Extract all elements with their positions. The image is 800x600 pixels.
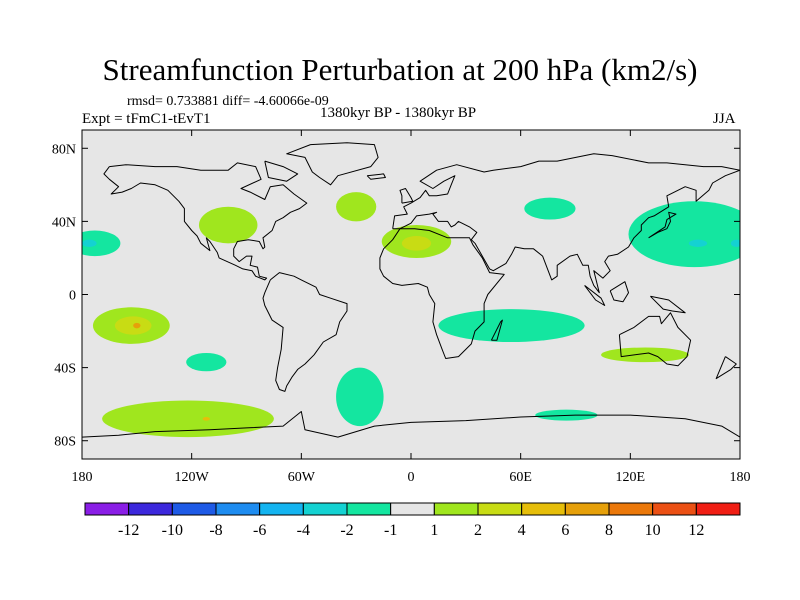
period-label: 1380kyr BP - 1380kyr BP [320, 105, 477, 121]
anomaly-south-atlantic-low [336, 367, 384, 427]
anomaly-indian-ocean-low [438, 309, 585, 343]
colorbar-bin [84, 502, 130, 516]
japan-coast [648, 211, 677, 239]
colorbar-label: -4 [297, 522, 310, 539]
anomaly-dateline-east-core [730, 239, 740, 247]
map-title: Streamfunction Perturbation at 200 hPa (… [102, 52, 698, 87]
anomaly-australia-high [601, 347, 689, 363]
x-tick-label: 60W [288, 470, 316, 485]
colorbar-bin [390, 502, 435, 516]
anomaly-east-asia-core [688, 239, 708, 247]
north-america-coast [103, 162, 308, 281]
colorbar-bin [128, 502, 173, 516]
anomaly-central-asia-low [524, 197, 576, 220]
australia-coast [618, 312, 692, 367]
colorbar-bin [652, 502, 697, 516]
colorbar-bin [215, 502, 261, 516]
antarctica-coast [82, 411, 740, 438]
anomaly-north-america-high [198, 206, 258, 244]
x-tick-label: 0 [408, 470, 415, 485]
colorbar-label: -12 [118, 522, 139, 539]
anomaly-north-atlantic-high [336, 192, 377, 222]
colorbar-bin [433, 502, 479, 516]
colorbar-label: -10 [162, 522, 183, 539]
colorbar-bin [695, 502, 741, 516]
colorbar-label: 1 [430, 522, 438, 539]
x-tick-label: 180 [72, 470, 93, 485]
baffin-coast [264, 160, 299, 182]
colorbar-label: -6 [253, 522, 266, 539]
sumatra-coast [584, 285, 606, 306]
anomaly-west-pacific-south-peak [133, 322, 141, 329]
colorbar-bin [477, 502, 523, 516]
colorbar-label: 6 [561, 522, 569, 539]
borneo-coast [609, 281, 629, 303]
colorbar-label: 8 [605, 522, 613, 539]
stats-line: rmsd= 0.733881 diff= -4.60066e-09 [127, 94, 329, 109]
iceland-coast [366, 173, 386, 180]
colorbar-bin [608, 502, 654, 516]
y-tick-label: 80N [52, 142, 76, 157]
colorbar-label: 10 [645, 522, 661, 539]
colorbar-bin [564, 502, 610, 516]
anomaly-southern-ocean-high [102, 400, 274, 438]
british-isles-coast [399, 188, 414, 204]
y-axis: 80N 40N 0 40S 80S [52, 142, 740, 450]
colorbar [84, 502, 741, 516]
x-tick-label: 180 [730, 470, 751, 485]
colorbar-labels: -12 -10 -8 -6 -4 -2 -1 1 2 4 6 8 10 12 [118, 522, 704, 539]
anomaly-south-pacific-low [186, 352, 227, 372]
colorbar-bin [346, 502, 392, 516]
greenland-coast [286, 142, 379, 186]
colorbar-label: -8 [209, 522, 222, 539]
anomaly-layer [82, 192, 740, 438]
colorbar-label: -1 [384, 522, 397, 539]
experiment-label: Expt = tFmC1-tEvT1 [82, 111, 211, 127]
africa-coast [379, 228, 505, 359]
y-tick-label: 40N [52, 215, 76, 230]
eurasia-africa-coast [392, 153, 740, 294]
colorbar-bin [521, 502, 566, 516]
colorbar-bin [171, 502, 217, 516]
colorbar-label: 2 [474, 522, 482, 539]
coastline-layer [82, 142, 740, 438]
anomaly-east-asia-low [628, 201, 740, 268]
x-tick-label: 120E [616, 470, 646, 485]
x-axis: 180 120W 60W 0 60E 120E 180 [72, 130, 751, 485]
anomaly-dateline-north-low [82, 230, 121, 257]
new-guinea-coast [650, 295, 686, 314]
anomaly-north-africa-core [401, 236, 432, 251]
colorbar-label: -2 [340, 522, 353, 539]
x-tick-label: 60E [509, 470, 532, 485]
y-tick-label: 80S [54, 435, 76, 450]
colorbar-bin [259, 502, 304, 516]
anomaly-southern-ocean-core [202, 416, 210, 421]
y-tick-label: 0 [69, 289, 76, 304]
colorbar-label: 4 [518, 522, 526, 539]
x-tick-label: 120W [175, 470, 210, 485]
season-label: JJA [713, 111, 736, 127]
colorbar-bin [302, 502, 348, 516]
madagascar-coast [490, 319, 503, 341]
y-tick-label: 40S [54, 362, 76, 377]
south-america-coast [262, 272, 348, 392]
colorbar-label: 12 [688, 522, 704, 539]
new-zealand-coast [715, 356, 737, 380]
anomaly-dateline-north-core [82, 239, 97, 247]
